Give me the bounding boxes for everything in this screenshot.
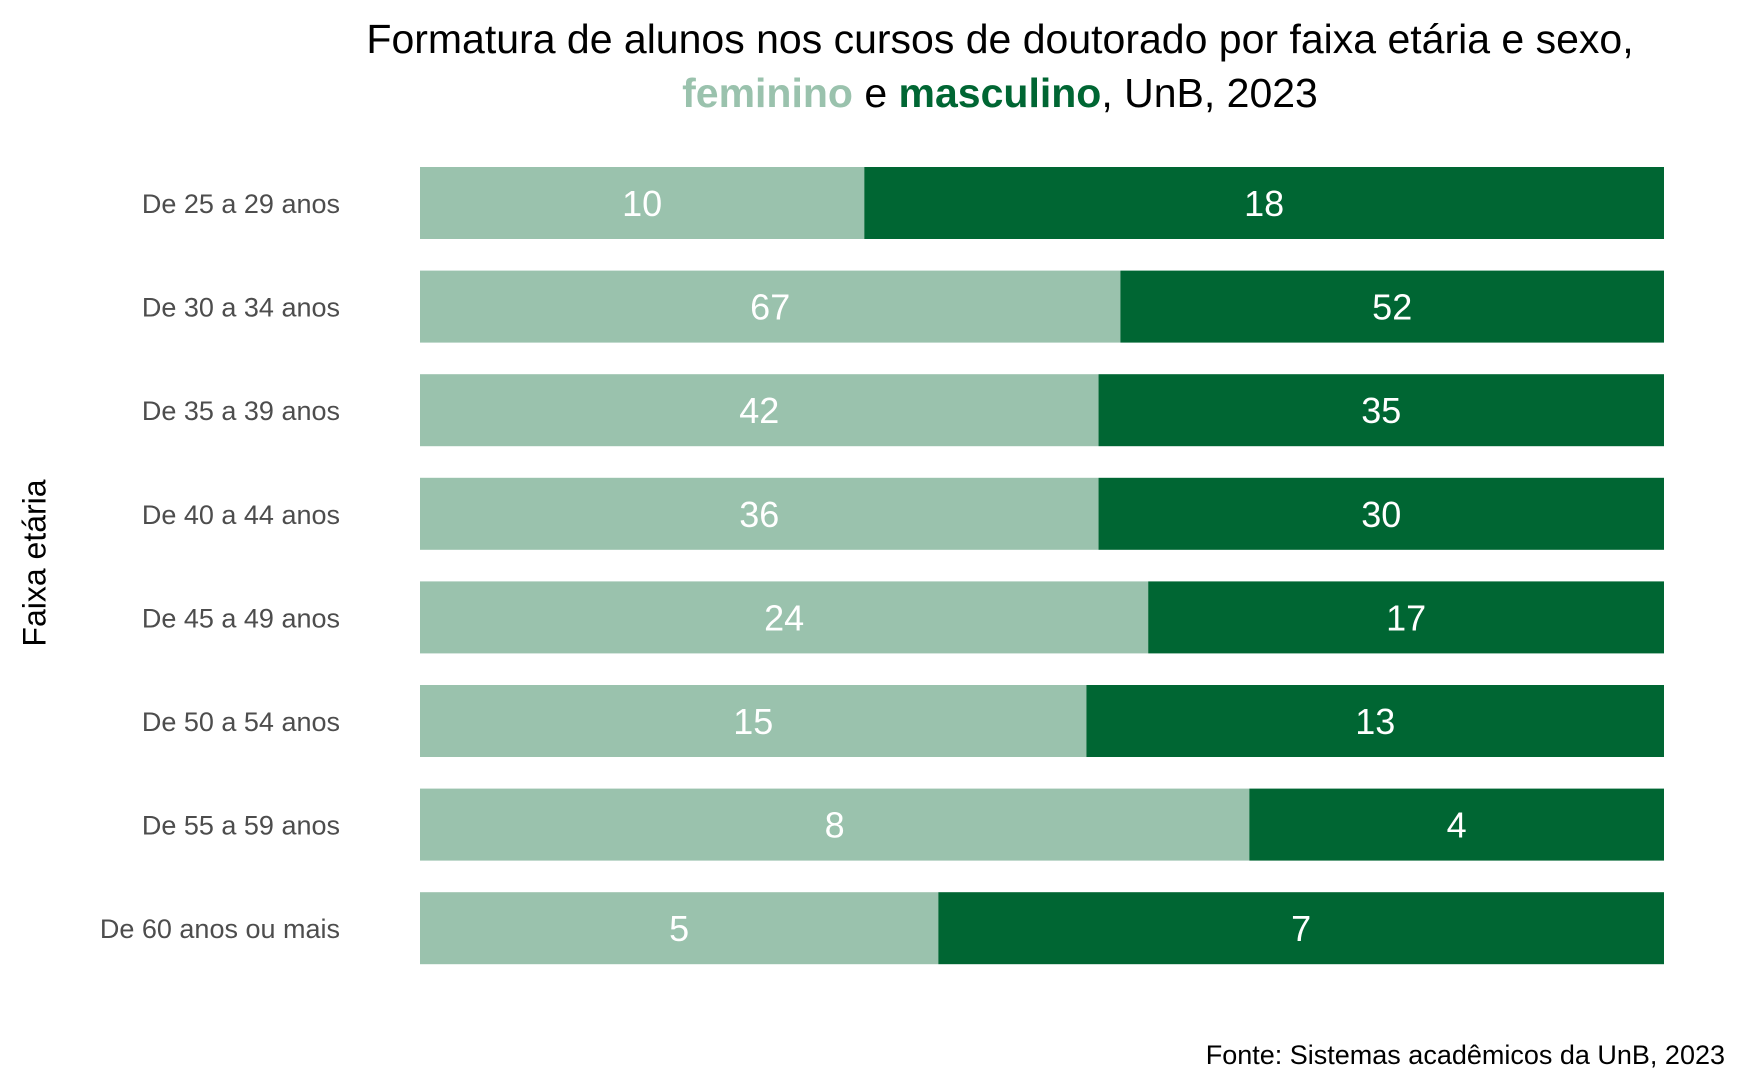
data-label-masculino: 4 xyxy=(1447,805,1467,846)
bar-feminino xyxy=(420,788,1250,861)
y-tick-label: De 60 anos ou mais xyxy=(100,914,340,944)
bar-masculino xyxy=(1098,477,1664,550)
bar-feminino xyxy=(420,374,1099,447)
data-label-feminino: 36 xyxy=(739,494,779,535)
data-label-masculino: 13 xyxy=(1355,701,1395,742)
data-label-feminino: 24 xyxy=(764,597,804,638)
y-tick-labels: De 25 a 29 anos De 30 a 34 anos De 35 a 39… xyxy=(100,189,340,944)
bar-masculino xyxy=(1148,581,1664,654)
bar-masculino xyxy=(1086,685,1664,757)
y-tick-label: De 25 a 29 anos xyxy=(142,189,340,219)
y-tick-label: De 45 a 49 anos xyxy=(142,603,340,633)
data-label-feminino: 42 xyxy=(739,390,779,431)
data-label-feminino: 5 xyxy=(669,908,689,949)
y-tick-label: De 30 a 34 anos xyxy=(142,293,340,323)
legend-entry-masculino: masculino xyxy=(898,70,1102,116)
data-label-masculino: 17 xyxy=(1386,597,1426,638)
data-label-masculino: 52 xyxy=(1372,287,1412,328)
title-suffix: , UnB, 2023 xyxy=(1101,70,1318,116)
bars-layer: 10 18 67 52 42 35 36 30 24 17 15 13 8 4 5 7 xyxy=(420,167,1664,965)
y-tick-label: De 50 a 54 anos xyxy=(142,707,340,737)
title-joiner: e xyxy=(852,70,899,116)
source-caption: Fonte: Sistemas acadêmicos da UnB, 2023 xyxy=(1205,1040,1725,1070)
bar-feminino xyxy=(420,270,1121,343)
data-label-feminino: 15 xyxy=(733,701,773,742)
data-label-masculino: 30 xyxy=(1361,494,1401,535)
data-label-masculino: 7 xyxy=(1291,908,1311,949)
chart-title-text: Formatura de alunos nos cursos de doutor… xyxy=(366,16,1634,62)
bar-feminino xyxy=(420,581,1149,654)
bar-masculino xyxy=(938,892,1664,965)
chart-subtitle: feminino e masculino, UnB, 2023 xyxy=(0,70,1750,117)
bar-feminino xyxy=(420,167,865,239)
bar-masculino xyxy=(1098,374,1664,447)
bar-feminino xyxy=(420,477,1099,550)
y-tick-label: De 35 a 39 anos xyxy=(142,396,340,426)
legend-entry-feminino: feminino xyxy=(682,70,853,116)
bar-feminino xyxy=(420,685,1087,757)
bar-masculino xyxy=(1120,270,1664,343)
y-tick-label: De 55 a 59 anos xyxy=(142,811,340,841)
y-tick-label: De 40 a 44 anos xyxy=(142,500,340,530)
bar-feminino xyxy=(420,892,939,965)
data-label-masculino: 18 xyxy=(1244,183,1284,224)
data-label-feminino: 8 xyxy=(825,805,845,846)
bar-masculino xyxy=(864,167,1664,239)
data-label-feminino: 67 xyxy=(750,287,790,328)
chart-title: Formatura de alunos nos cursos de doutor… xyxy=(0,16,1750,63)
data-label-feminino: 10 xyxy=(622,183,662,224)
data-label-masculino: 35 xyxy=(1361,390,1401,431)
bar-masculino xyxy=(1249,788,1664,861)
